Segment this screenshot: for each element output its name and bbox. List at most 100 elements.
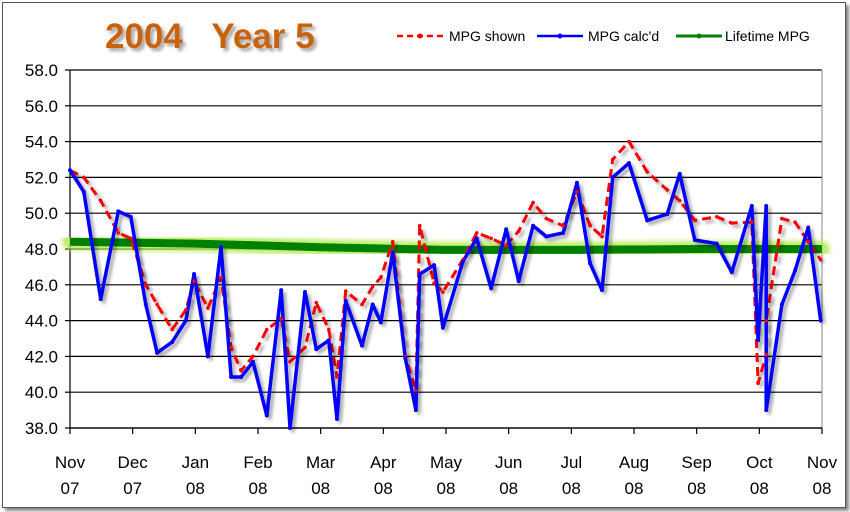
mpg-calcd-point bbox=[588, 261, 593, 266]
y-tick-label: 48.0 bbox=[25, 240, 58, 259]
mpg-shown-point bbox=[264, 327, 269, 332]
mpg-calcd-point bbox=[68, 168, 72, 173]
mpg-calcd-point bbox=[610, 175, 615, 180]
x-tick-year: 08 bbox=[437, 479, 456, 498]
x-tick-month: Feb bbox=[243, 453, 272, 472]
mpg-shown-point bbox=[116, 231, 121, 235]
mpg-calcd-point bbox=[205, 354, 210, 359]
mpg-calcd-point bbox=[287, 426, 292, 430]
legend: MPG shown MPG calc'd Lifetime MPG bbox=[397, 28, 810, 44]
mpg-calcd-point bbox=[600, 288, 605, 293]
mpg-shown-point bbox=[155, 302, 159, 307]
mpg-calcd-point bbox=[326, 338, 331, 343]
mpg-calcd-point bbox=[413, 408, 418, 413]
mpg-calcd-point bbox=[360, 343, 365, 348]
y-tick-label: 50.0 bbox=[25, 204, 58, 223]
mpg-calcd-point bbox=[626, 161, 631, 166]
mpg-shown-point bbox=[192, 279, 196, 284]
mpg-shown-point bbox=[588, 223, 592, 228]
mpg-shown-point bbox=[343, 289, 348, 293]
mpg-calcd-point bbox=[645, 218, 650, 223]
mpg-shown-point bbox=[531, 200, 535, 205]
x-tick-month: Jul bbox=[560, 453, 582, 472]
mpg-calcd-point bbox=[460, 259, 465, 264]
mpg-calcd-point bbox=[818, 318, 823, 323]
mpg-shown-point bbox=[170, 327, 174, 332]
mpg-calcd-point bbox=[128, 214, 133, 219]
mpg-calcd-point bbox=[370, 302, 375, 307]
mpg-shown-point bbox=[81, 175, 86, 180]
mpg-shown-point bbox=[206, 306, 210, 310]
mpg-calcd-point bbox=[250, 359, 255, 364]
mpg-calcd-point bbox=[729, 270, 734, 275]
mpg-calcd-point bbox=[239, 374, 244, 379]
mpg-calcd-line bbox=[68, 161, 823, 430]
mpg-calcd-point bbox=[714, 241, 719, 246]
mpg-shown-point bbox=[390, 240, 395, 244]
mpg-shown-point bbox=[806, 240, 811, 244]
mpg-shown-point bbox=[144, 283, 148, 287]
x-tick-month: Jan bbox=[182, 453, 209, 472]
mpg-calcd-point bbox=[692, 238, 697, 243]
mpg-shown-point bbox=[184, 308, 188, 312]
x-tick-year: 08 bbox=[186, 479, 205, 498]
mpg-calcd-point bbox=[279, 288, 284, 293]
x-tick-month: Aug bbox=[619, 453, 649, 472]
mpg-shown-point bbox=[677, 198, 682, 203]
mpg-calcd-point bbox=[183, 318, 188, 323]
mpg-shown-point bbox=[489, 236, 493, 241]
x-tick-year: 07 bbox=[61, 479, 80, 498]
mpg-shown-point bbox=[288, 359, 292, 364]
legend-label: Lifetime MPG bbox=[725, 28, 810, 44]
mpg-calcd-point bbox=[155, 350, 160, 355]
mpg-calcd-point bbox=[264, 413, 269, 418]
x-tick-year: 08 bbox=[499, 479, 518, 498]
chart-title: 2004 Year 5 bbox=[105, 17, 315, 56]
mpg-shown-point bbox=[544, 216, 549, 221]
y-tick-label: 56.0 bbox=[25, 97, 58, 116]
mpg-calcd-point bbox=[314, 347, 319, 352]
x-tick-year: 08 bbox=[750, 479, 769, 498]
mpg-calcd-point bbox=[749, 204, 754, 209]
mpg-shown-point bbox=[414, 388, 418, 393]
mpg-shown-point bbox=[764, 352, 769, 357]
series-group bbox=[62, 139, 830, 430]
mpg-shown-point bbox=[600, 234, 604, 239]
axes: 38.0 40.0 42.0 44.0 46.0 48.0 50.0 52.0 54.0 56.0… bbox=[25, 61, 838, 498]
mpg-calcd-point bbox=[170, 340, 175, 345]
mpg-calcd-point bbox=[561, 230, 566, 235]
mpg-shown-point bbox=[610, 157, 615, 162]
legend-label: MPG calc'd bbox=[588, 28, 659, 44]
mpg-shown-point bbox=[561, 223, 565, 228]
mpg-shown-point bbox=[474, 231, 479, 235]
legend-marker bbox=[696, 33, 702, 39]
mpg-shown-point bbox=[279, 317, 283, 321]
mpg-shown-point bbox=[239, 368, 243, 373]
x-tick-year: 08 bbox=[562, 479, 581, 498]
mpg-shown-point bbox=[128, 236, 133, 241]
mpg-calcd-point bbox=[806, 225, 811, 230]
mpg-shown-point bbox=[764, 318, 769, 323]
mpg-calcd-point bbox=[98, 297, 103, 302]
mpg-calcd-point bbox=[489, 286, 494, 291]
mpg-shown-point bbox=[370, 284, 375, 289]
y-tick-label: 46.0 bbox=[25, 276, 58, 295]
mpg-shown-point bbox=[516, 229, 521, 233]
x-tick-month: Nov bbox=[55, 453, 86, 472]
mpg-shown-point bbox=[756, 381, 760, 386]
mpg-calcd-point bbox=[390, 250, 395, 255]
mpg-calcd-point bbox=[793, 268, 798, 273]
mpg-calcd-point bbox=[665, 212, 670, 217]
x-tick-month: Dec bbox=[118, 453, 149, 472]
mpg-calcd-point bbox=[81, 189, 86, 194]
mpg-calcd-point bbox=[417, 272, 422, 277]
mpg-calcd-point bbox=[764, 408, 769, 413]
mpg-calcd-point bbox=[116, 209, 121, 214]
mpg-shown-point bbox=[692, 218, 697, 223]
mpg-calcd-point bbox=[779, 302, 784, 307]
mpg-calcd-point bbox=[143, 302, 148, 307]
mpg-calcd-point bbox=[504, 227, 509, 232]
mpg-shown-point bbox=[504, 243, 508, 248]
mpg-calcd-point bbox=[544, 234, 549, 239]
y-tick-label: 42.0 bbox=[25, 347, 58, 366]
